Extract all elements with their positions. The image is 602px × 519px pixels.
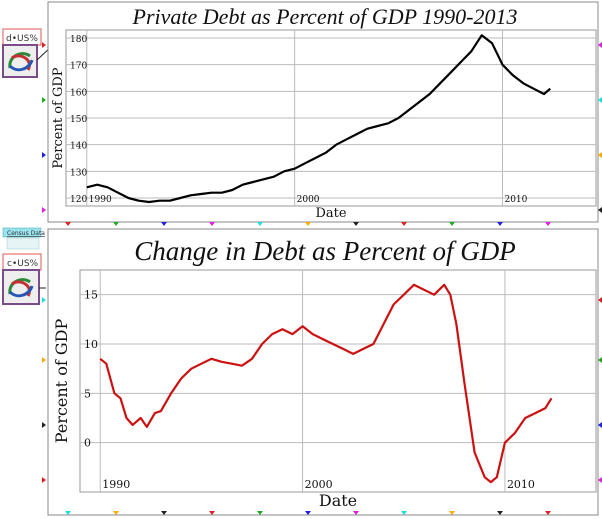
top-widget-label: d•US%: [6, 34, 38, 44]
edge-marker-triangle: [42, 357, 46, 363]
edge-marker-triangle: [42, 97, 46, 103]
edge-marker-triangle: [598, 422, 602, 428]
edge-marker-triangle: [42, 297, 46, 303]
y-tick-label: 180: [70, 35, 87, 45]
series-line: [86, 34, 552, 204]
y-tick-label: 120: [70, 195, 87, 205]
top-chart: 1990 2000 2010 120 130 140 150 160 170 180 Private…: [51, 4, 597, 221]
y-axis-label: Percent of GDP: [51, 67, 66, 168]
plot-area: [79, 269, 597, 493]
y-tick-label: 15: [84, 289, 98, 302]
edge-marker-triangle: [65, 511, 71, 515]
edge-marker-triangle: [209, 511, 215, 515]
edge-marker-triangle: [42, 422, 46, 428]
bottom-chart: 1990 2000 2010 0 5 10 15 Change in Debt as Perc…: [52, 236, 597, 510]
census-link[interactable]: Census Data: [7, 230, 45, 237]
y-tick-label: 10: [84, 338, 98, 351]
edge-marker-triangle: [497, 511, 503, 515]
top-logo-icon: [8, 52, 34, 72]
edge-marker-triangle: [598, 357, 602, 363]
x-tick-label: 2010: [504, 195, 527, 205]
x-tick-label: 2000: [297, 195, 320, 205]
edge-marker-triangle: [598, 477, 602, 483]
edge-marker-triangle: [598, 42, 602, 48]
edge-marker-triangle: [353, 511, 359, 515]
bottom-widget-label: c•US%: [7, 259, 39, 269]
chart-title: Private Debt as Percent of GDP 1990-2013: [132, 4, 518, 29]
edge-marker-triangle: [161, 222, 167, 226]
x-tick-label: 2000: [305, 478, 333, 491]
y-tick-label: 170: [70, 62, 87, 72]
edge-marker-triangle: [449, 511, 455, 515]
edge-marker-triangle: [113, 222, 119, 226]
y-axis-label: Percent of GDP: [52, 319, 71, 444]
bottom-logo-box: [2, 269, 40, 305]
edge-marker-triangle: [42, 477, 46, 483]
edge-marker-triangle: [401, 222, 407, 226]
chart-title: Change in Debt as Percent of GDP: [134, 236, 515, 266]
x-tick-label: 1990: [89, 195, 112, 205]
edge-marker-triangle: [401, 511, 407, 515]
y-tick-label: 130: [70, 168, 87, 178]
edge-marker-triangle: [257, 511, 263, 515]
y-tick-label: 140: [70, 142, 87, 152]
x-tick-label: 1990: [102, 478, 130, 491]
bottom-logo-icon: [8, 278, 34, 298]
y-tick-label: 0: [84, 437, 91, 450]
edge-marker-triangle: [598, 297, 602, 303]
y-tick-label: 5: [84, 387, 91, 400]
edge-marker-triangle: [545, 511, 551, 515]
bottom-variable-widget[interactable]: Census Data c•US%: [2, 227, 46, 305]
edge-marker-triangle: [42, 152, 46, 158]
x-axis-label: Date: [315, 206, 346, 221]
edge-marker-triangle: [598, 207, 602, 213]
series-line: [99, 283, 553, 484]
edge-marker-triangle: [65, 222, 71, 226]
edge-marker-triangle: [353, 222, 359, 226]
edge-marker-triangle: [598, 152, 602, 158]
edge-marker-triangle: [42, 42, 46, 48]
edge-marker-triangle: [598, 97, 602, 103]
x-axis-label: Date: [319, 491, 357, 510]
census-link-box[interactable]: [2, 227, 42, 238]
edge-marker-triangle: [209, 222, 215, 226]
edge-marker-triangle: [305, 511, 311, 515]
y-tick-label: 160: [70, 88, 87, 98]
edge-marker-triangle: [545, 222, 551, 226]
edge-marker-triangle: [257, 222, 263, 226]
edge-marker-triangle: [113, 511, 119, 515]
edge-marker-triangle: [305, 222, 311, 226]
edge-marker-triangle: [449, 222, 455, 226]
x-tick-label: 2010: [507, 478, 535, 491]
edge-marker-triangle: [497, 222, 503, 226]
top-variable-widget[interactable]: d•US%: [2, 28, 53, 78]
edge-markers: [42, 42, 602, 515]
census-thumbnail: [6, 237, 40, 250]
y-tick-label: 150: [70, 115, 87, 125]
edge-marker-triangle: [42, 207, 46, 213]
edge-marker-triangle: [161, 511, 167, 515]
